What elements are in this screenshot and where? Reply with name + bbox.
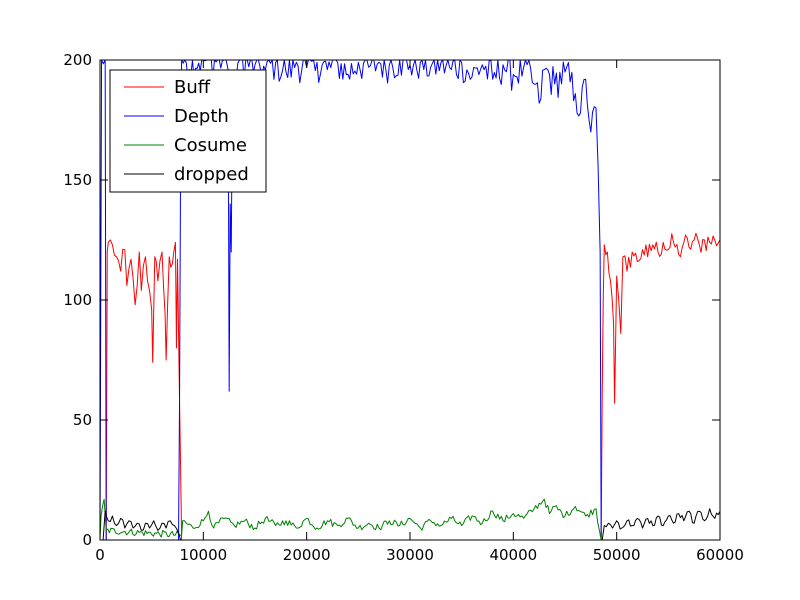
y-tick-label: 150 [63, 171, 92, 189]
y-tick-label: 200 [63, 51, 92, 69]
x-tick-label: 20000 [283, 546, 331, 564]
y-tick-label: 50 [73, 411, 92, 429]
x-tick-label: 30000 [386, 546, 434, 564]
x-tick-label: 10000 [179, 546, 227, 564]
legend-label-buff: Buff [174, 77, 211, 98]
axis-ticks: 0 10000 20000 30000 40000 50000 60000 0 50 100 150… [63, 51, 744, 564]
series-line-buff [105, 232, 721, 541]
x-tick-label: 50000 [593, 546, 641, 564]
series-line-dropped [102, 508, 721, 541]
legend-label-depth: Depth [174, 106, 229, 127]
legend-box [109, 69, 267, 193]
x-tick-label: 40000 [489, 546, 537, 564]
series-line-cosume [99, 498, 602, 541]
legend-label-dropped: dropped [174, 164, 249, 185]
y-tick-label: 100 [63, 291, 92, 309]
y-tick-label: 0 [82, 531, 92, 549]
legend: Buff Depth Cosume dropped [109, 69, 267, 193]
x-tick-label: 60000 [696, 546, 744, 564]
x-tick-label: 0 [95, 546, 105, 564]
legend-label-cosume: Cosume [174, 135, 247, 156]
